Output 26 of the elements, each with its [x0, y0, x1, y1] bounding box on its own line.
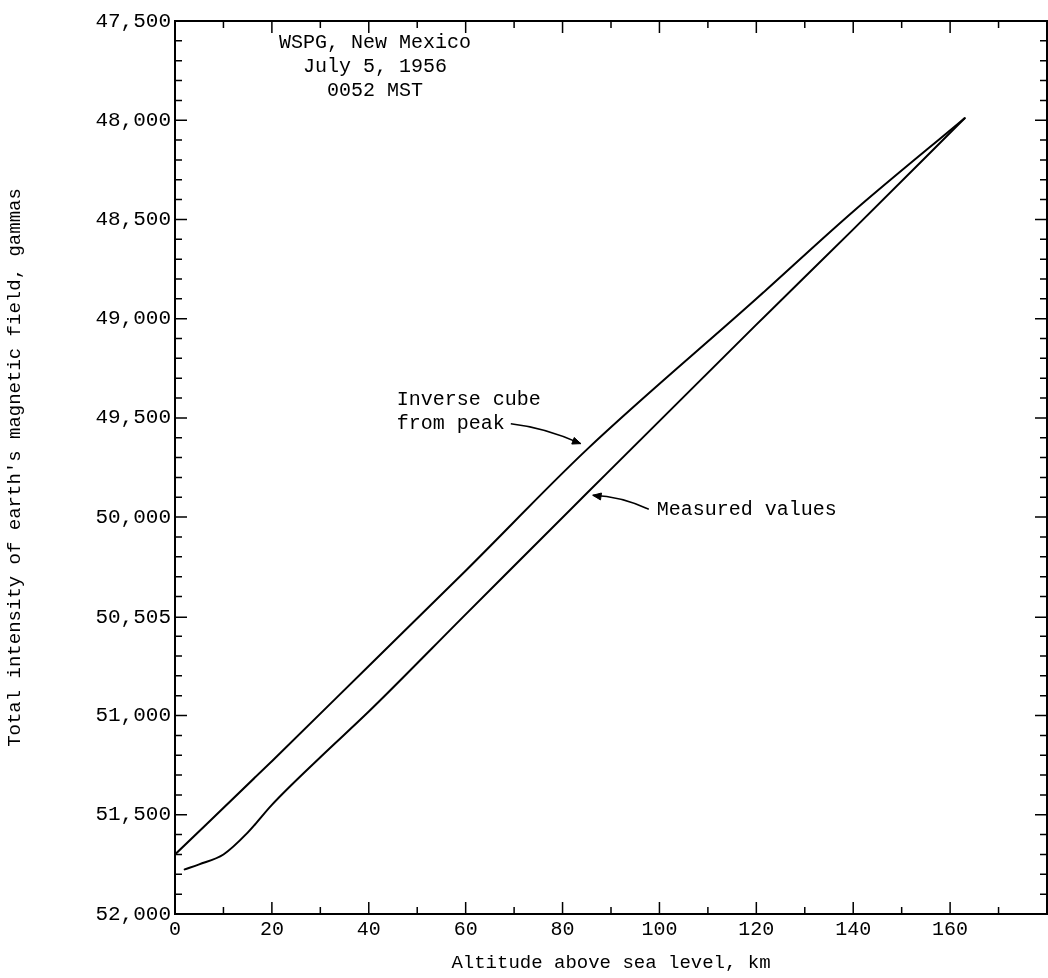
annotation: WSPG, New Mexico [278, 31, 472, 55]
y-tick-label: 52,000 [95, 902, 171, 926]
x-tick-label: 100 [641, 918, 678, 942]
x-tick-label: 120 [738, 918, 775, 942]
y-tick-label: 49,500 [95, 406, 171, 430]
x-tick-label: 140 [835, 918, 872, 942]
y-tick-label: 47,500 [95, 9, 171, 33]
x-tick-label: 40 [356, 918, 381, 942]
legend-label: Measured values [656, 497, 837, 521]
y-tick-label: 48,500 [95, 208, 171, 232]
y-tick-label: 51,500 [95, 803, 171, 827]
y-tick-label: 49,000 [95, 307, 171, 331]
y-tick-label: 48,000 [95, 108, 171, 132]
x-tick-label: 60 [453, 918, 478, 942]
y-tick-label: 51,000 [95, 704, 171, 728]
annotation: July 5, 1956 [302, 55, 448, 79]
y-axis-title: Total intensity of earth's magnetic field, gammas [4, 188, 27, 747]
y-tick-label: 50,000 [95, 505, 171, 529]
x-tick-label: 0 [168, 918, 182, 942]
x-tick-label: 160 [932, 918, 969, 942]
x-axis-title: Altitude above sea level, km [451, 951, 771, 974]
x-tick-label: 80 [550, 918, 575, 942]
annotation: 0052 MST [326, 79, 424, 103]
text: Inverse cube from peak [396, 387, 541, 435]
y-tick-label: 50,505 [95, 605, 171, 629]
x-tick-label: 20 [259, 918, 284, 942]
